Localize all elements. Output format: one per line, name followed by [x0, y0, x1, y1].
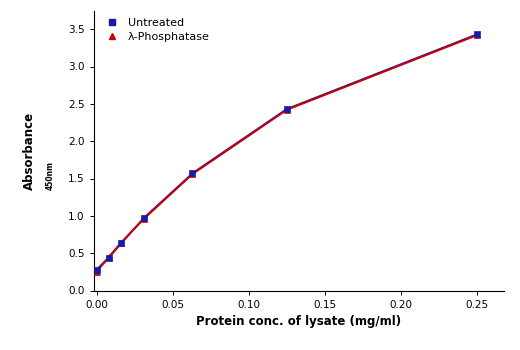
Text: Absorbance: Absorbance: [23, 111, 36, 190]
Legend: Untreated, λ-Phosphatase: Untreated, λ-Phosphatase: [99, 16, 212, 44]
Text: 450nm: 450nm: [46, 161, 55, 190]
X-axis label: Protein conc. of lysate (mg/ml): Protein conc. of lysate (mg/ml): [197, 315, 401, 328]
